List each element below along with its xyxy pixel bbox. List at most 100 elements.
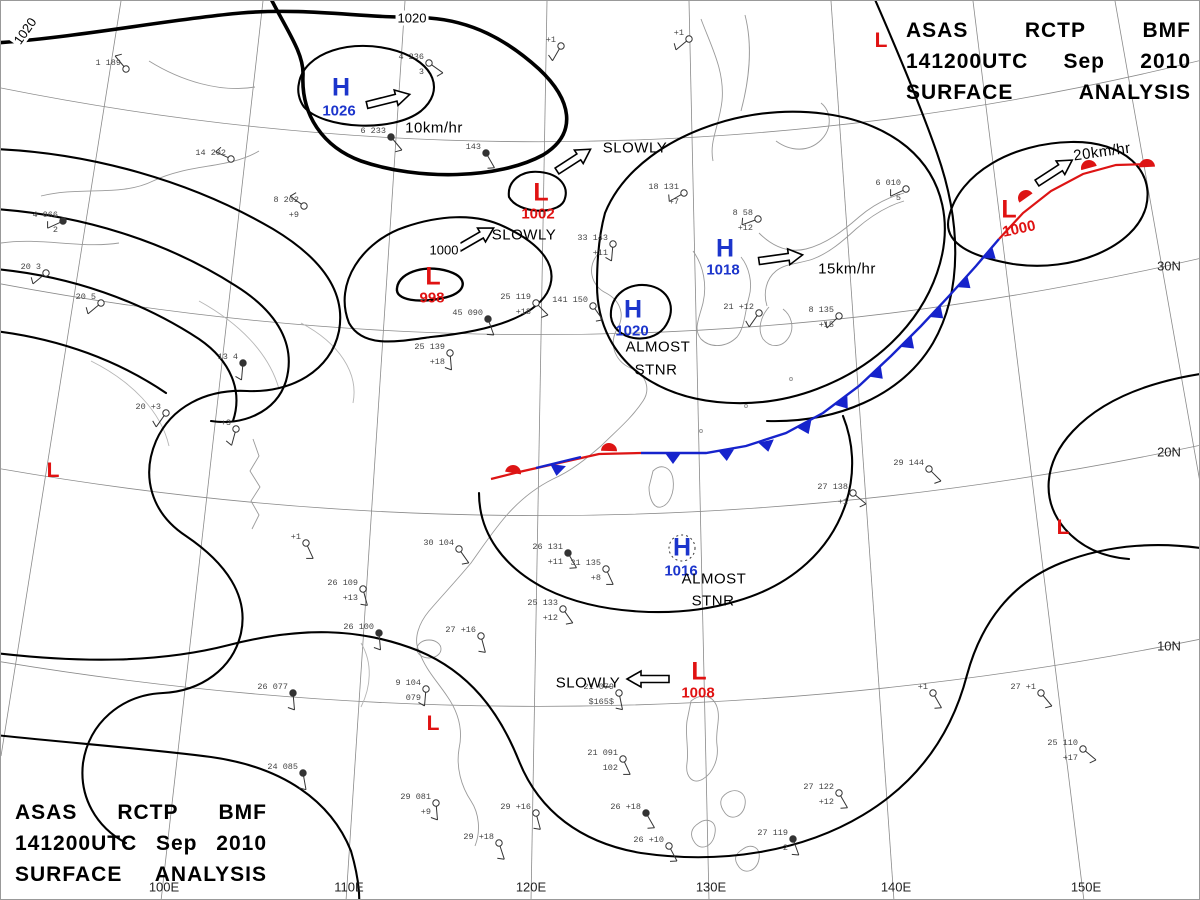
station-value: +1 <box>291 532 301 542</box>
station-circle <box>835 312 843 320</box>
wind-barb-tick <box>840 807 848 809</box>
isobar <box>507 170 567 212</box>
station-value: 26 077 <box>257 682 288 692</box>
coastline <box>700 18 723 162</box>
station-value: 26 +10 <box>633 835 664 845</box>
station-plot: 20 3 <box>21 262 50 285</box>
wind-barb <box>647 815 655 828</box>
station-circle <box>432 799 440 807</box>
stationary-front-blue <box>535 455 582 470</box>
station-plot: 33 143 +11 <box>577 233 617 262</box>
wind-barb-tick <box>1089 759 1097 764</box>
station-plot: 26 109 +13 <box>327 578 368 606</box>
station-circle <box>1079 745 1087 753</box>
station-plot: 4 066 2 <box>32 210 67 235</box>
coastline <box>416 639 442 659</box>
isobar <box>946 140 1149 267</box>
station-plot: 25 110 +17 <box>1047 738 1097 764</box>
wind-barb-tick <box>152 420 157 428</box>
station-value: +12 <box>738 223 753 233</box>
isobar <box>1047 373 1199 561</box>
station-circle <box>289 689 297 697</box>
station-value: 21 +12 <box>723 302 754 312</box>
coastlines <box>1 14 905 872</box>
wind-barb <box>460 551 470 564</box>
wind-barb-tick <box>741 217 744 225</box>
station-circle <box>602 565 610 573</box>
cold-front-triangle <box>929 305 944 319</box>
coastline <box>735 845 760 872</box>
station-value: 33 143 <box>577 233 608 243</box>
coastline <box>740 14 750 112</box>
wind-barb-tick <box>444 367 452 371</box>
wind-barb <box>488 321 495 336</box>
station-plot: 30 104 <box>423 538 470 565</box>
station-plot: 21 +12 <box>723 302 763 328</box>
station-value: 1 189 <box>95 58 121 68</box>
station-plots-layer: 1 189 14 202 8 202 +9 6 233 4 236 3 143 +1 +1 33 1… <box>21 28 1097 862</box>
coastline <box>759 306 793 346</box>
cold-front-triangle <box>796 420 812 434</box>
station-circle <box>42 269 50 277</box>
station-circle <box>589 302 597 310</box>
parallel <box>1 60 1199 143</box>
wind-barb-tick <box>791 853 799 856</box>
wind-barb <box>1042 695 1053 707</box>
terrain-line <box>249 438 261 530</box>
wind-barb <box>435 806 438 820</box>
wind-barb <box>826 317 838 329</box>
station-plot: +1 <box>918 682 942 709</box>
movement-arrow <box>553 148 592 176</box>
station-plot: 26 +10 <box>633 835 678 862</box>
station-plot: 31 135 +8 <box>570 558 614 585</box>
station-value: +1 <box>838 497 848 507</box>
meridian <box>530 1 548 899</box>
station-circle <box>227 155 235 163</box>
movement-arrows-layer <box>365 88 1074 689</box>
wind-barb <box>378 636 381 650</box>
station-plot: 26 131 +11 <box>532 542 577 569</box>
wind-barb <box>303 776 307 790</box>
station-plot: 13 4 <box>218 352 247 381</box>
wind-barb <box>930 470 942 482</box>
wind-barb <box>392 139 403 151</box>
wind-barb-tick <box>934 707 942 709</box>
station-plot: 14 202 <box>195 146 235 163</box>
terrain-line <box>360 642 370 708</box>
station-plot: 26 +18 <box>610 802 655 829</box>
station-circle <box>559 605 567 613</box>
station-plot: 143 <box>466 142 495 169</box>
station-circle <box>97 299 105 307</box>
isobar <box>765 1 957 423</box>
station-value: +17 <box>1063 753 1078 763</box>
station-value: 25 133 <box>527 598 558 608</box>
cold-front-triangle <box>900 335 915 349</box>
wind-barb-tick <box>289 192 297 197</box>
station-value: 31 135 <box>570 558 601 568</box>
wind-barb <box>487 155 495 168</box>
cold-front-triangle <box>550 463 566 476</box>
station-plot: +1 <box>546 35 565 61</box>
wind-barb <box>241 366 244 380</box>
parallel <box>1 445 1199 517</box>
wind-barb <box>424 692 427 706</box>
wind-barb-tick <box>478 650 486 653</box>
wind-barb-tick <box>461 562 469 565</box>
station-circle <box>239 359 247 367</box>
station-value: 18 131 <box>648 182 679 192</box>
station-value: +9 <box>421 807 431 817</box>
station-plot: 26 100 <box>343 622 383 651</box>
movement-arrow <box>365 88 412 110</box>
station-plot: +3 <box>221 418 240 446</box>
station-value: +1 <box>918 682 928 692</box>
station-circle <box>375 629 383 637</box>
wind-barb-tick <box>859 503 867 508</box>
wind-barb <box>47 221 61 229</box>
station-plot: +1 <box>673 28 693 51</box>
isobar <box>343 216 553 343</box>
wind-barb-tick <box>299 787 307 791</box>
station-plot: 27 +16 <box>445 625 486 653</box>
fronts-layer <box>490 159 1155 481</box>
parallel <box>1 638 1199 707</box>
wind-barb-tick <box>418 701 425 707</box>
